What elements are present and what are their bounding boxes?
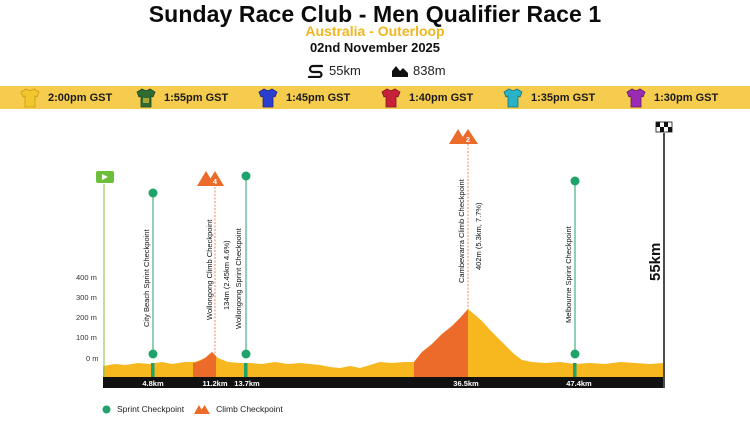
purple-jersey-icon — [626, 88, 646, 107]
start-time: 1:30pm GST — [654, 91, 719, 104]
elevation-value: 838m — [413, 63, 446, 78]
terrain-profile — [103, 309, 663, 377]
sprint-marker — [570, 176, 580, 186]
checkered-flag-icon — [655, 121, 673, 133]
sprint-marker — [241, 171, 251, 181]
distance-value: 55km — [329, 63, 361, 78]
climb-detail: 402m (5.3km, 7.7%) — [474, 202, 483, 270]
race-stats: 55km 838m — [0, 63, 750, 79]
checkpoint-label: Cambewarra Climb Checkpoint — [457, 178, 466, 283]
race-subtitle: Australia - Outerloop — [305, 23, 445, 39]
red-jersey-icon — [381, 88, 401, 107]
cyan-jersey-icon — [503, 88, 523, 107]
km-marker: 4.8km — [142, 379, 164, 388]
svg-text:2: 2 — [466, 135, 470, 144]
distance-stat: 55km — [308, 63, 361, 78]
km-marker: 47.4km — [566, 379, 592, 388]
start-slot: 1:40pm GST — [381, 87, 473, 108]
route-icon — [308, 64, 324, 78]
y-label: 200 m — [76, 313, 97, 322]
y-label: 300 m — [76, 293, 97, 302]
race-title: Sunday Race Club - Men Qualifier Race 1 — [148, 1, 602, 27]
start-slot: 1:35pm GST — [503, 87, 595, 108]
legend-climb: Climb Checkpoint — [194, 404, 283, 414]
elevation-profile: 400 m 300 m 200 m 100 m 0 m 4.8km 11.2km… — [76, 121, 673, 388]
start-flag-icon — [96, 171, 114, 183]
y-label: 0 m — [86, 354, 99, 363]
legend-sprint-label: Sprint Checkpoint — [117, 404, 185, 414]
start-times-band: 2:00pm GST 1:55pm GST 1:45pm GST 1:40pm … — [0, 86, 750, 109]
climb-category-icon: 2 — [449, 129, 478, 144]
km-marker: 13.7km — [234, 379, 260, 388]
y-label: 100 m — [76, 333, 97, 342]
total-distance-label: 55km — [647, 243, 664, 281]
legend-sprint: Sprint Checkpoint — [102, 404, 184, 414]
checkpoint-label: City Beach Sprint Checkpoint — [142, 229, 151, 327]
start-slot: 1:30pm GST — [626, 87, 718, 108]
km-marker: 36.5km — [453, 379, 479, 388]
blue-jersey-icon — [258, 88, 278, 107]
sprint-marker — [570, 349, 580, 359]
start-time: 1:55pm GST — [164, 91, 229, 104]
start-slot: 1:55pm GST — [136, 87, 228, 108]
sprint-marker — [148, 349, 158, 359]
legend-climb-label: Climb Checkpoint — [216, 404, 283, 414]
start-time: 2:00pm GST — [48, 91, 113, 104]
svg-text:4: 4 — [213, 177, 218, 186]
climb-detail: 134m (2.45km 4.6%) — [222, 240, 231, 310]
climb-segment — [414, 309, 468, 377]
start-time: 1:45pm GST — [286, 91, 351, 104]
start-slot: 2:00pm GST — [20, 87, 112, 108]
climb-segment — [193, 352, 216, 377]
climb-triangle-icon — [194, 405, 211, 414]
km-marker: 11.2km — [202, 379, 227, 388]
green-jersey-icon — [136, 88, 156, 107]
checkpoint-label: Melbourne Sprint Checkpoint — [564, 225, 573, 323]
y-label: 400 m — [76, 273, 97, 282]
checkpoint-label: Wollongong Sprint Checkpoint — [234, 227, 243, 329]
checkpoint-label: Wollongong Climb Checkpoint — [205, 219, 214, 320]
legend: Sprint Checkpoint Climb Checkpoint — [102, 404, 283, 414]
sprint-marker — [148, 188, 158, 198]
start-time: 1:35pm GST — [531, 91, 596, 104]
start-slot: 1:45pm GST — [258, 87, 350, 108]
sprint-dot-icon — [102, 405, 111, 413]
mountain-icon — [392, 66, 408, 77]
sprint-marker — [241, 349, 251, 359]
distance-bar — [103, 377, 663, 388]
elevation-stat: 838m — [392, 63, 446, 78]
race-date: 02nd November 2025 — [309, 40, 441, 55]
climb-category-icon: 4 — [197, 171, 224, 186]
start-time: 1:40pm GST — [409, 91, 474, 104]
yellow-jersey-icon — [20, 88, 40, 107]
